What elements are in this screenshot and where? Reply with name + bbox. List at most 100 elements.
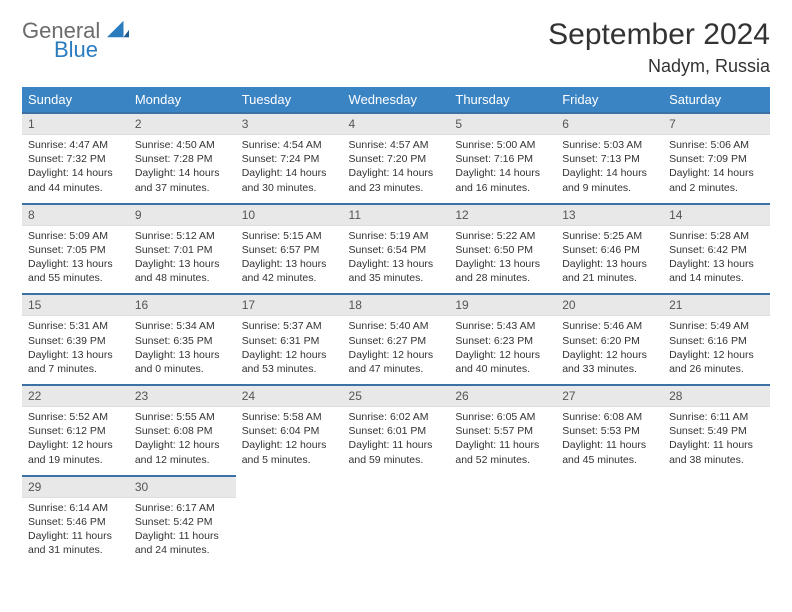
daylight-text: Daylight: 12 hours and 47 minutes. xyxy=(349,348,444,376)
sunrise-text: Sunrise: 4:57 AM xyxy=(349,138,444,152)
day-body: Sunrise: 4:47 AMSunset: 7:32 PMDaylight:… xyxy=(22,135,129,203)
day-cell: 4Sunrise: 4:57 AMSunset: 7:20 PMDaylight… xyxy=(343,113,450,204)
day-body: Sunrise: 5:25 AMSunset: 6:46 PMDaylight:… xyxy=(556,226,663,294)
day-body: Sunrise: 5:52 AMSunset: 6:12 PMDaylight:… xyxy=(22,407,129,475)
sunrise-text: Sunrise: 6:11 AM xyxy=(669,410,764,424)
day-cell: 2Sunrise: 4:50 AMSunset: 7:28 PMDaylight… xyxy=(129,113,236,204)
sunset-text: Sunset: 7:20 PM xyxy=(349,152,444,166)
daylight-text: Daylight: 12 hours and 19 minutes. xyxy=(28,438,123,466)
sunset-text: Sunset: 6:39 PM xyxy=(28,334,123,348)
sunrise-text: Sunrise: 5:09 AM xyxy=(28,229,123,243)
sunrise-text: Sunrise: 4:47 AM xyxy=(28,138,123,152)
week-row: 22Sunrise: 5:52 AMSunset: 6:12 PMDayligh… xyxy=(22,385,770,476)
day-number: 13 xyxy=(556,205,663,226)
sunset-text: Sunset: 6:57 PM xyxy=(242,243,337,257)
day-body: Sunrise: 6:14 AMSunset: 5:46 PMDaylight:… xyxy=(22,498,129,566)
month-title: September 2024 xyxy=(548,18,770,52)
sunrise-text: Sunrise: 5:12 AM xyxy=(135,229,230,243)
day-cell xyxy=(449,476,556,566)
day-cell: 24Sunrise: 5:58 AMSunset: 6:04 PMDayligh… xyxy=(236,385,343,476)
sunrise-text: Sunrise: 5:25 AM xyxy=(562,229,657,243)
day-cell: 17Sunrise: 5:37 AMSunset: 6:31 PMDayligh… xyxy=(236,294,343,385)
daylight-text: Daylight: 12 hours and 33 minutes. xyxy=(562,348,657,376)
day-cell: 5Sunrise: 5:00 AMSunset: 7:16 PMDaylight… xyxy=(449,113,556,204)
day-body: Sunrise: 6:08 AMSunset: 5:53 PMDaylight:… xyxy=(556,407,663,475)
day-body: Sunrise: 5:55 AMSunset: 6:08 PMDaylight:… xyxy=(129,407,236,475)
daylight-text: Daylight: 11 hours and 52 minutes. xyxy=(455,438,550,466)
sunrise-text: Sunrise: 5:03 AM xyxy=(562,138,657,152)
daylight-text: Daylight: 13 hours and 0 minutes. xyxy=(135,348,230,376)
sunset-text: Sunset: 6:31 PM xyxy=(242,334,337,348)
sunset-text: Sunset: 6:27 PM xyxy=(349,334,444,348)
dow-monday: Monday xyxy=(129,87,236,113)
day-body: Sunrise: 5:12 AMSunset: 7:01 PMDaylight:… xyxy=(129,226,236,294)
day-body: Sunrise: 5:40 AMSunset: 6:27 PMDaylight:… xyxy=(343,316,450,384)
dow-thursday: Thursday xyxy=(449,87,556,113)
day-number: 18 xyxy=(343,295,450,316)
dow-sunday: Sunday xyxy=(22,87,129,113)
day-cell: 20Sunrise: 5:46 AMSunset: 6:20 PMDayligh… xyxy=(556,294,663,385)
daylight-text: Daylight: 11 hours and 59 minutes. xyxy=(349,438,444,466)
location: Nadym, Russia xyxy=(548,56,770,77)
day-number: 24 xyxy=(236,386,343,407)
sunrise-text: Sunrise: 5:31 AM xyxy=(28,319,123,333)
day-number: 14 xyxy=(663,205,770,226)
daylight-text: Daylight: 12 hours and 53 minutes. xyxy=(242,348,337,376)
day-body: Sunrise: 5:22 AMSunset: 6:50 PMDaylight:… xyxy=(449,226,556,294)
day-body: Sunrise: 5:34 AMSunset: 6:35 PMDaylight:… xyxy=(129,316,236,384)
sunset-text: Sunset: 7:32 PM xyxy=(28,152,123,166)
day-body: Sunrise: 5:37 AMSunset: 6:31 PMDaylight:… xyxy=(236,316,343,384)
day-number: 8 xyxy=(22,205,129,226)
day-body: Sunrise: 6:11 AMSunset: 5:49 PMDaylight:… xyxy=(663,407,770,475)
day-number: 21 xyxy=(663,295,770,316)
day-body: Sunrise: 6:17 AMSunset: 5:42 PMDaylight:… xyxy=(129,498,236,566)
sunrise-text: Sunrise: 5:46 AM xyxy=(562,319,657,333)
sunrise-text: Sunrise: 5:49 AM xyxy=(669,319,764,333)
daylight-text: Daylight: 14 hours and 37 minutes. xyxy=(135,166,230,194)
sunrise-text: Sunrise: 5:58 AM xyxy=(242,410,337,424)
sunset-text: Sunset: 5:46 PM xyxy=(28,515,123,529)
sunset-text: Sunset: 7:01 PM xyxy=(135,243,230,257)
sunrise-text: Sunrise: 4:50 AM xyxy=(135,138,230,152)
week-row: 1Sunrise: 4:47 AMSunset: 7:32 PMDaylight… xyxy=(22,113,770,204)
sunset-text: Sunset: 7:13 PM xyxy=(562,152,657,166)
day-cell: 15Sunrise: 5:31 AMSunset: 6:39 PMDayligh… xyxy=(22,294,129,385)
day-body: Sunrise: 5:00 AMSunset: 7:16 PMDaylight:… xyxy=(449,135,556,203)
day-body: Sunrise: 4:57 AMSunset: 7:20 PMDaylight:… xyxy=(343,135,450,203)
day-cell xyxy=(556,476,663,566)
sunset-text: Sunset: 6:46 PM xyxy=(562,243,657,257)
logo-triangle-icon xyxy=(107,20,129,38)
logo: General Blue xyxy=(22,18,129,61)
daylight-text: Daylight: 14 hours and 30 minutes. xyxy=(242,166,337,194)
day-number: 4 xyxy=(343,114,450,135)
day-cell: 7Sunrise: 5:06 AMSunset: 7:09 PMDaylight… xyxy=(663,113,770,204)
sunrise-text: Sunrise: 5:43 AM xyxy=(455,319,550,333)
day-cell: 28Sunrise: 6:11 AMSunset: 5:49 PMDayligh… xyxy=(663,385,770,476)
daylight-text: Daylight: 13 hours and 42 minutes. xyxy=(242,257,337,285)
day-cell: 30Sunrise: 6:17 AMSunset: 5:42 PMDayligh… xyxy=(129,476,236,566)
sunset-text: Sunset: 6:04 PM xyxy=(242,424,337,438)
title-block: September 2024 Nadym, Russia xyxy=(548,18,770,77)
week-row: 8Sunrise: 5:09 AMSunset: 7:05 PMDaylight… xyxy=(22,204,770,295)
sunset-text: Sunset: 5:42 PM xyxy=(135,515,230,529)
daylight-text: Daylight: 11 hours and 24 minutes. xyxy=(135,529,230,557)
daylight-text: Daylight: 14 hours and 9 minutes. xyxy=(562,166,657,194)
dow-saturday: Saturday xyxy=(663,87,770,113)
sunrise-text: Sunrise: 5:19 AM xyxy=(349,229,444,243)
sunset-text: Sunset: 6:08 PM xyxy=(135,424,230,438)
sunrise-text: Sunrise: 5:15 AM xyxy=(242,229,337,243)
day-body: Sunrise: 5:58 AMSunset: 6:04 PMDaylight:… xyxy=(236,407,343,475)
day-body: Sunrise: 5:28 AMSunset: 6:42 PMDaylight:… xyxy=(663,226,770,294)
day-number: 30 xyxy=(129,477,236,498)
sunset-text: Sunset: 7:09 PM xyxy=(669,152,764,166)
sunrise-text: Sunrise: 5:00 AM xyxy=(455,138,550,152)
day-number: 23 xyxy=(129,386,236,407)
sunset-text: Sunset: 6:01 PM xyxy=(349,424,444,438)
sunrise-text: Sunrise: 6:17 AM xyxy=(135,501,230,515)
sunset-text: Sunset: 7:28 PM xyxy=(135,152,230,166)
day-cell: 16Sunrise: 5:34 AMSunset: 6:35 PMDayligh… xyxy=(129,294,236,385)
sunset-text: Sunset: 6:12 PM xyxy=(28,424,123,438)
daylight-text: Daylight: 14 hours and 23 minutes. xyxy=(349,166,444,194)
day-cell: 27Sunrise: 6:08 AMSunset: 5:53 PMDayligh… xyxy=(556,385,663,476)
daylight-text: Daylight: 12 hours and 12 minutes. xyxy=(135,438,230,466)
